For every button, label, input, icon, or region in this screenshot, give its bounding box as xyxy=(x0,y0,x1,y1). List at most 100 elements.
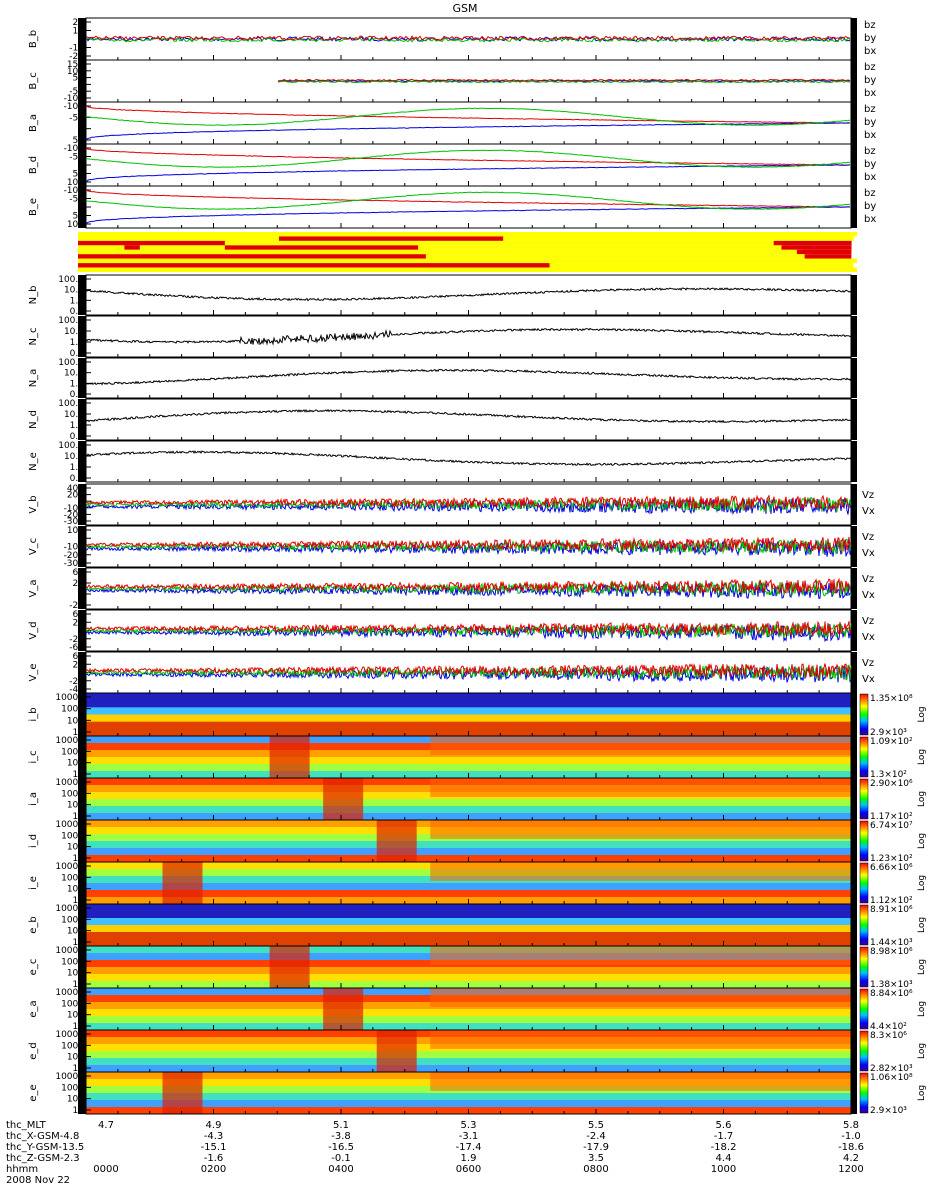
right-edge-bar xyxy=(851,610,857,651)
colorbar-min: 1.17×10² xyxy=(870,812,913,822)
left-edge-bar xyxy=(78,186,86,228)
y-tick-label: 1.0 xyxy=(70,463,85,473)
series-vz xyxy=(85,577,852,595)
footer-value: 5.6 xyxy=(716,1120,732,1131)
y-tick-label: 1.0 xyxy=(70,338,85,348)
state-bar xyxy=(78,254,429,259)
legend-bz: bz xyxy=(864,146,876,157)
spectrogram-band xyxy=(86,911,851,919)
colorbar-max: 1.06×10⁸ xyxy=(870,1073,913,1083)
series-by xyxy=(85,107,851,126)
colorbar xyxy=(859,1072,869,1114)
state-bar xyxy=(78,263,554,268)
panel-ylabel: e_a xyxy=(28,1000,39,1017)
left-edge-bar xyxy=(78,1072,86,1114)
legend-vx: Vx xyxy=(862,506,875,517)
panel-ylabel: B_d xyxy=(28,156,39,174)
spectrogram-band xyxy=(86,1016,851,1024)
spectrogram-band xyxy=(86,700,851,708)
legend-vz: Vz xyxy=(862,616,874,627)
colorbar-min: 1.44×10³ xyxy=(870,938,913,948)
y-tick-label: 0.1 xyxy=(70,349,84,359)
y-tick-label: 1000 xyxy=(61,831,84,841)
left-edge-bar xyxy=(78,693,86,736)
legend-bx: bx xyxy=(864,88,876,99)
left-edge-bar xyxy=(78,1030,86,1072)
colorbar-min: 2.82×10³ xyxy=(870,1064,913,1074)
state-bar xyxy=(549,263,854,268)
y-tick-label: 0 xyxy=(78,35,84,45)
y-tick-label: 0 xyxy=(78,497,84,507)
panel-ylabel: N_c xyxy=(28,328,39,346)
state-bar xyxy=(78,245,125,250)
colorbar xyxy=(859,778,869,820)
y-tick-label: 50 xyxy=(73,136,85,146)
colorbar-max: 6.74×10⁷ xyxy=(870,821,913,831)
y-tick-label: -60 xyxy=(69,643,84,653)
y-tick-label: 10000 xyxy=(55,1072,84,1082)
colorbar-unit: Log xyxy=(917,875,927,891)
footer-value: -2.4 xyxy=(586,1131,606,1142)
colorbar-unit: Log xyxy=(917,959,927,975)
footer-value: 4.7 xyxy=(98,1120,114,1131)
y-tick-label: -300 xyxy=(64,559,85,569)
footer-date: 2008 Nov 22 xyxy=(6,1175,70,1186)
colorbar-min: 1.3×10² xyxy=(870,770,907,780)
colorbar-unit: Log xyxy=(917,791,927,807)
plot-title: GSM xyxy=(453,2,478,15)
footer-label: thc_Y-GSM-13.5 xyxy=(6,1142,84,1153)
spectrogram-feature xyxy=(430,1030,851,1049)
spectrogram-band xyxy=(86,799,851,807)
colorbar xyxy=(859,988,869,1030)
colorbar-max: 8.84×10⁶ xyxy=(870,989,913,999)
legend-vz: Vz xyxy=(862,490,874,501)
colorbar-max: 8.98×10⁶ xyxy=(870,947,913,957)
footer-value: 5.5 xyxy=(588,1120,604,1131)
colorbar-min: 4.4×10² xyxy=(870,1022,907,1032)
state-bar xyxy=(78,249,803,255)
y-tick-label: 10000 xyxy=(55,988,84,998)
right-edge-bar xyxy=(851,862,857,904)
y-tick-label: 100 xyxy=(67,927,84,937)
y-tick-label: 1000 xyxy=(61,915,84,925)
footer-value: -16.5 xyxy=(328,1142,354,1153)
series-by xyxy=(85,149,851,168)
y-tick-label: 100 xyxy=(67,759,84,769)
spectrogram-band xyxy=(86,848,851,856)
panel-frame xyxy=(85,274,852,316)
right-edge-bar xyxy=(851,1030,857,1072)
y-tick-label: 1000 xyxy=(61,1083,84,1093)
y-tick-label: 0 xyxy=(78,627,84,637)
spectrogram-feature xyxy=(430,988,851,1007)
state-bar xyxy=(503,236,854,241)
legend-by: by xyxy=(864,159,876,170)
state-bar xyxy=(78,258,857,264)
left-edge-bar xyxy=(78,526,86,567)
y-tick-label: 10000 xyxy=(55,820,84,830)
right-edge-bar xyxy=(851,778,857,820)
spectrogram-feature xyxy=(323,988,364,1030)
colorbar-max: 8.3×10⁶ xyxy=(870,1031,907,1041)
y-tick-label: 100 xyxy=(67,220,84,230)
right-edge-bar xyxy=(851,358,857,398)
left-edge-bar xyxy=(78,358,86,398)
legend-by: by xyxy=(864,201,876,212)
footer-label: thc_MLT xyxy=(6,1120,47,1131)
footer-value: -18.2 xyxy=(711,1142,737,1153)
colorbar-max: 1.09×10² xyxy=(870,737,913,747)
legend-bz: bz xyxy=(864,20,876,31)
state-bar xyxy=(781,245,852,250)
footer-value: 3.5 xyxy=(588,1153,604,1164)
panel-ylabel: V_a xyxy=(28,580,39,598)
spectrogram-band xyxy=(86,1051,851,1059)
spectrogram-band xyxy=(86,932,851,940)
spectrogram-band xyxy=(86,967,851,975)
y-tick-label: 10000 xyxy=(55,778,84,788)
right-edge-bar xyxy=(851,693,857,736)
y-tick-label: 10.0 xyxy=(64,369,84,379)
panel-N_e: 100.010.01.00.1 N_e xyxy=(28,440,857,484)
